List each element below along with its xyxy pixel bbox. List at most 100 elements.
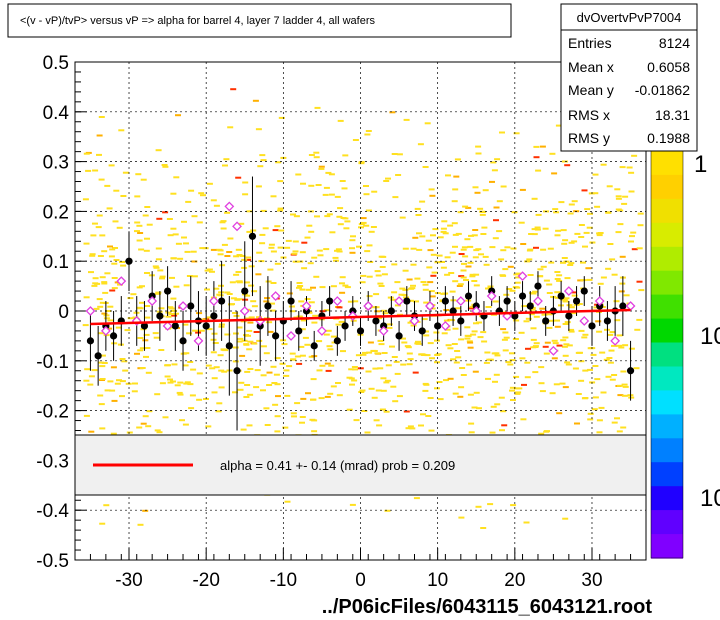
density-cell [137,232,144,234]
density-cell [111,399,118,402]
density-cell [553,211,560,214]
density-cell [247,368,254,370]
stats-label-entries: Entries [568,35,612,51]
density-cell [600,391,607,394]
density-cell [514,281,521,284]
density-cell [609,258,616,261]
density-cell [192,329,199,332]
density-cell [636,280,643,283]
density-cell [330,285,337,288]
density-cell [560,229,567,232]
density-cell [444,256,451,259]
density-cell [445,344,452,347]
density-cell [143,355,149,358]
density-cell [165,311,172,314]
density-cell [449,251,456,254]
density-cell [350,319,357,322]
density-cell [494,354,501,357]
density-cell [239,354,246,357]
density-cell [342,154,349,157]
density-cell [219,221,226,224]
density-cell [496,230,503,233]
density-cell [99,522,106,525]
density-cell [113,189,120,192]
density-cell [502,268,509,271]
density-cell [135,173,142,176]
density-cell [615,195,622,198]
density-cell [377,339,384,342]
density-cell [158,307,165,310]
density-cell [235,248,242,251]
density-cell [483,361,490,364]
density-cell [358,161,365,164]
density-cell [325,369,332,372]
density-cell [338,320,345,323]
density-cell [614,188,621,191]
density-cell [335,248,342,251]
density-cell [250,300,257,303]
density-cell [434,387,440,390]
density-cell [586,226,593,229]
density-cell [429,194,436,197]
density-cell [546,313,553,316]
density-cell [255,273,262,276]
density-cell [381,309,388,312]
density-cell [139,367,146,369]
density-cell [448,272,455,274]
density-cell [263,300,270,303]
density-cell [592,192,599,195]
y-tick-label: -0.5 [36,551,69,572]
density-cell [210,351,217,354]
fit-legend-text: alpha = 0.41 +- 0.14 (mrad) prob = 0.209 [220,458,455,473]
density-cell [574,422,580,425]
density-cell [140,422,147,425]
density-cell [216,402,223,405]
x-tick-label: -10 [270,570,297,591]
density-cell [538,432,545,435]
diamond-point [193,335,204,346]
density-cell [364,133,371,136]
density-cell [305,288,312,291]
stats-value-rms-x: 18.31 [655,107,690,123]
data-point [372,317,380,325]
density-cell [419,200,426,203]
density-cell [394,281,401,284]
density-cell [299,328,306,331]
density-cell [520,243,527,245]
density-cell [124,329,131,332]
density-cell [272,403,279,406]
stats-label-rms-x: RMS x [568,107,610,123]
density-cell [580,261,586,264]
stats-name: dvOvertvPvP7004 [577,10,682,25]
density-cell [121,360,128,363]
density-cell [215,410,222,413]
stats-value-mean-y: -0.01862 [635,82,690,98]
density-cell [524,361,531,364]
density-cell [299,354,306,357]
density-cell [327,392,334,395]
density-cell [349,503,356,506]
density-cell [440,230,447,233]
density-cell [352,300,359,303]
density-cell [316,340,323,343]
density-cell [447,347,454,350]
density-cell [408,287,415,290]
density-cell [250,229,257,232]
density-cell [274,262,281,265]
density-cell [628,190,635,193]
density-cell [510,399,516,401]
density-cell [246,230,253,233]
data-point [295,327,303,335]
density-cell [413,300,419,303]
density-cell [575,393,582,395]
density-cell [243,281,250,284]
density-cell [104,389,111,392]
density-cell [127,297,134,300]
density-cell [471,280,478,282]
density-cell [451,343,458,345]
density-cell [466,340,473,343]
density-cell [337,119,344,122]
density-cell [255,185,262,188]
density-cell [381,273,388,276]
density-cell [509,352,515,355]
